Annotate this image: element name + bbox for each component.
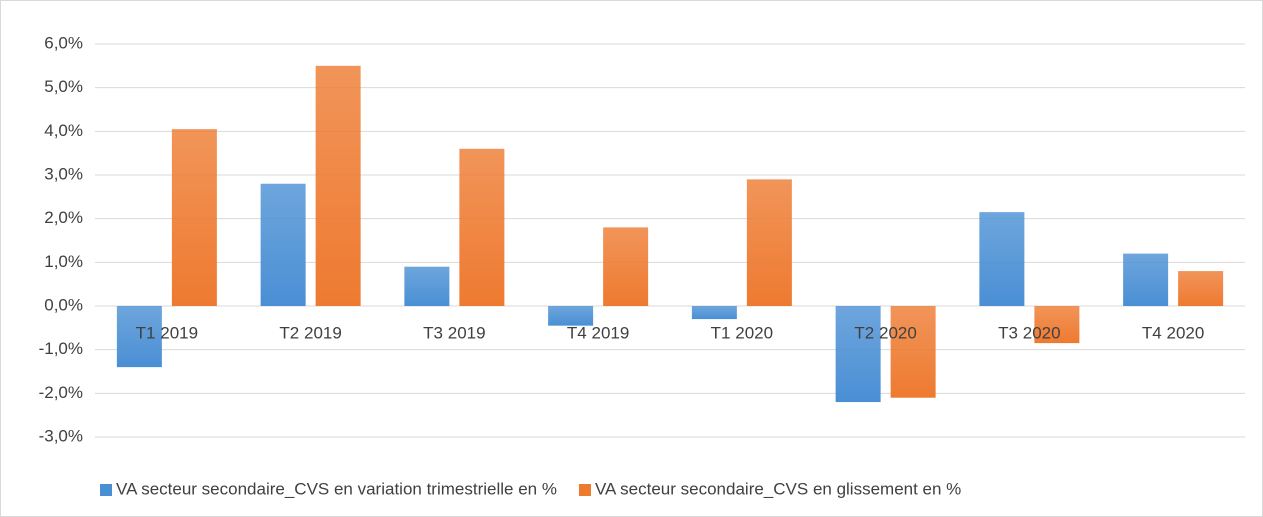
bar — [1178, 271, 1224, 306]
y-tick-label: 5,0% — [44, 77, 83, 96]
bar — [171, 129, 217, 306]
bar — [746, 179, 792, 306]
y-tick-label: 4,0% — [44, 121, 83, 140]
y-tick-label: -3,0% — [39, 426, 83, 445]
y-tick-label: -2,0% — [39, 383, 83, 402]
bar — [315, 65, 361, 306]
bar — [979, 212, 1025, 306]
bar — [1034, 306, 1080, 344]
legend-label: VA secteur secondaire_CVS en glissement … — [595, 479, 961, 498]
bar — [603, 227, 649, 306]
x-tick-label: T3 2020 — [998, 323, 1060, 342]
legend-swatch — [578, 484, 591, 496]
x-tick-label: T2 2020 — [854, 323, 916, 342]
x-tick-label: T4 2019 — [567, 323, 629, 342]
bar — [459, 148, 505, 306]
x-tick-label: T4 2020 — [1142, 323, 1204, 342]
y-tick-label: 1,0% — [44, 252, 83, 271]
y-tick-label: 2,0% — [44, 208, 83, 227]
y-tick-label: 0,0% — [44, 295, 83, 314]
bar — [691, 306, 737, 320]
x-tick-label: T1 2020 — [711, 323, 773, 342]
y-tick-label: -1,0% — [39, 339, 83, 358]
legend-swatch — [100, 484, 112, 496]
bar — [835, 306, 881, 403]
bar — [116, 306, 162, 368]
bar — [404, 266, 450, 306]
bar — [548, 306, 594, 326]
y-tick-label: 3,0% — [44, 164, 83, 183]
bar — [260, 183, 306, 306]
bar — [890, 306, 936, 398]
x-tick-label: T2 2019 — [279, 323, 341, 342]
bar — [1123, 253, 1169, 306]
legend-label: VA secteur secondaire_CVS en variation t… — [116, 479, 557, 498]
x-tick-label: T3 2019 — [423, 323, 485, 342]
x-tick-label: T1 2019 — [136, 323, 198, 342]
y-tick-label: 6,0% — [44, 33, 83, 52]
